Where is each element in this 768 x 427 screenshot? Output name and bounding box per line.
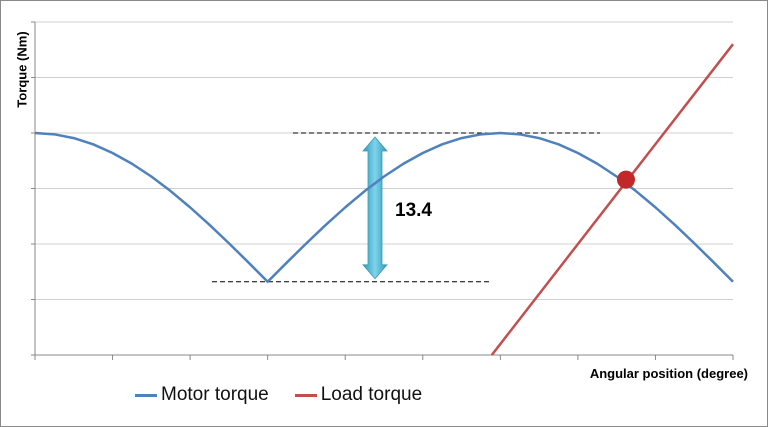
legend: Motor torque Load torque: [135, 384, 422, 406]
series-line-load-torque: [490, 43, 734, 356]
x-axis-title: Angular position (degree): [589, 366, 748, 381]
legend-swatch-motor: [135, 393, 157, 397]
y-axis-title: Torque (Nm): [14, 31, 30, 108]
double-arrow: [362, 136, 388, 280]
series-line-motor-torque: [34, 131, 734, 283]
legend-item-load-torque: Load torque: [294, 384, 423, 406]
intersection-point: [616, 170, 635, 189]
legend-label-load: Load torque: [320, 384, 423, 405]
legend-label-motor: Motor torque: [161, 384, 269, 405]
difference-label: 13.4: [395, 200, 432, 221]
legend-swatch-load: [294, 393, 317, 397]
legend-item-motor-torque: Motor torque: [135, 384, 269, 406]
